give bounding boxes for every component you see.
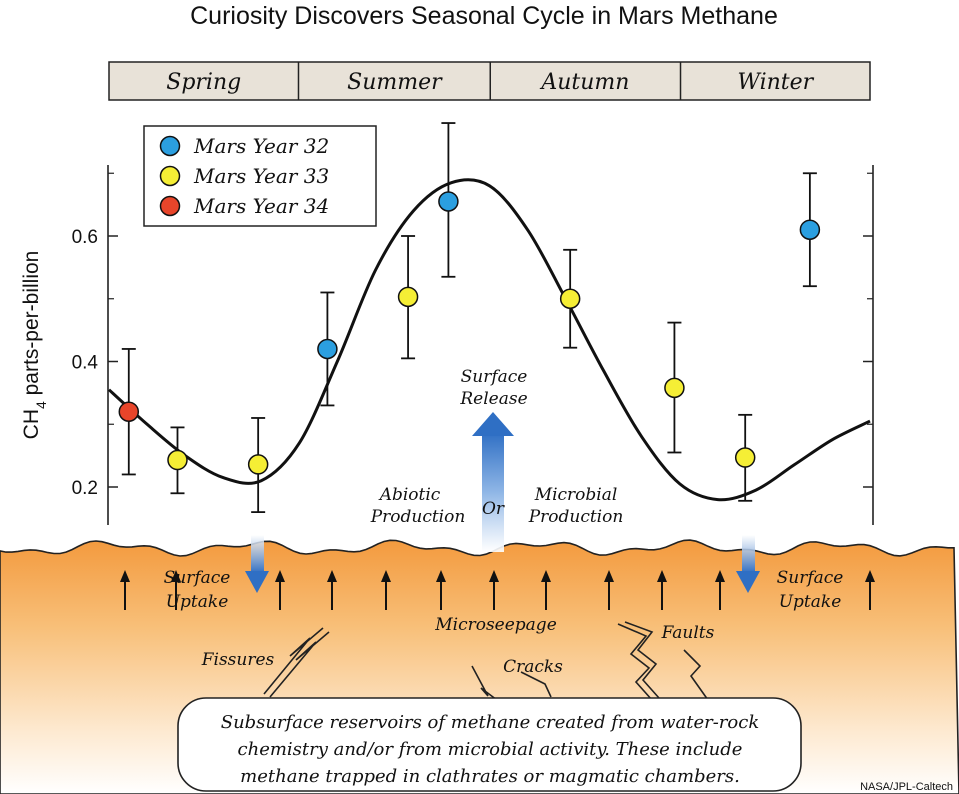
data-point-mars-year-33	[247, 454, 269, 475]
microseepage-label: Microseepage	[434, 615, 557, 635]
legend-label: Mars Year 32	[193, 134, 329, 158]
seep-arrow-head	[327, 570, 337, 582]
y-axis-label: CH4 parts-per-billion	[20, 251, 49, 440]
seasonal-fit-curve	[107, 178, 871, 502]
seep-arrow-head	[381, 570, 391, 582]
season-label-spring: Spring	[166, 70, 241, 95]
season-label-autumn: Autumn	[539, 70, 629, 95]
season-bar: Spring Summer Autumn Winter	[108, 61, 871, 101]
data-point-mars-year-33	[734, 447, 756, 468]
or-label: Or	[482, 499, 505, 519]
season-label-winter: Winter	[737, 70, 814, 95]
abiotic-production-label: Abiotic Production	[370, 485, 466, 527]
data-point-mars-year-33	[559, 288, 581, 309]
data-point-mars-year-34	[118, 401, 140, 422]
surface-uptake-arrow-left	[245, 535, 269, 593]
legend-marker	[159, 135, 181, 157]
y-tick-label: 0.2	[72, 478, 98, 499]
reservoir-description: Subsurface reservoirs of methane created…	[221, 712, 760, 787]
fault-lines	[617, 621, 709, 701]
surface-release-arrow	[472, 412, 514, 552]
seep-arrow-head	[865, 570, 875, 582]
legend: Mars Year 32 Mars Year 33 Mars Year 34	[143, 125, 377, 227]
data-point-mars-year-32	[438, 191, 459, 212]
reservoir-callout	[177, 697, 802, 792]
seep-arrow-head	[436, 570, 446, 582]
surface-release-label: Surface Release	[459, 367, 527, 409]
fissures-label: Fissures	[201, 650, 275, 670]
data-point-mars-year-33	[664, 377, 685, 399]
seep-arrow-head	[120, 570, 130, 582]
legend-marker	[159, 165, 181, 187]
seep-arrow-head	[604, 570, 614, 582]
legend-marker	[159, 195, 181, 217]
microseepage-arrows	[120, 570, 875, 610]
seep-arrow-head	[489, 570, 499, 582]
legend-label: Mars Year 34	[193, 194, 329, 218]
y-ticks: 0.2 0.4 0.6	[72, 172, 873, 499]
y-tick-label: 0.6	[72, 227, 98, 248]
cracks-label: Cracks	[503, 657, 563, 677]
season-label-summer: Summer	[347, 70, 443, 95]
surface-uptake-arrow-right	[736, 535, 760, 593]
seep-arrow-head	[657, 570, 667, 582]
image-credit: NASA/JPL-Caltech	[860, 781, 953, 793]
microbial-production-label: Microbial Production	[528, 485, 624, 527]
data-points	[118, 122, 821, 513]
crack-lines	[471, 665, 552, 701]
surface-uptake-left-label: Surface Uptake	[164, 568, 231, 612]
faults-label: Faults	[661, 623, 715, 643]
seep-arrow-head	[171, 570, 181, 582]
axes	[107, 165, 874, 525]
legend-frame	[143, 125, 377, 227]
chart-title: Curiosity Discovers Seasonal Cycle in Ma…	[190, 2, 778, 30]
surface-uptake-right-label: Surface Uptake	[777, 568, 844, 612]
data-point-mars-year-33	[397, 286, 419, 308]
fissure-lines	[263, 627, 330, 698]
season-bar-frame	[108, 61, 871, 101]
data-point-mars-year-32	[799, 219, 821, 240]
seep-arrow-head	[275, 570, 285, 582]
data-point-mars-year-32	[317, 338, 338, 360]
y-tick-label: 0.4	[72, 353, 99, 374]
legend-label: Mars Year 33	[193, 164, 329, 188]
seep-arrow-head	[715, 570, 725, 582]
seep-arrow-head	[541, 570, 551, 582]
data-point-mars-year-33	[167, 449, 188, 471]
